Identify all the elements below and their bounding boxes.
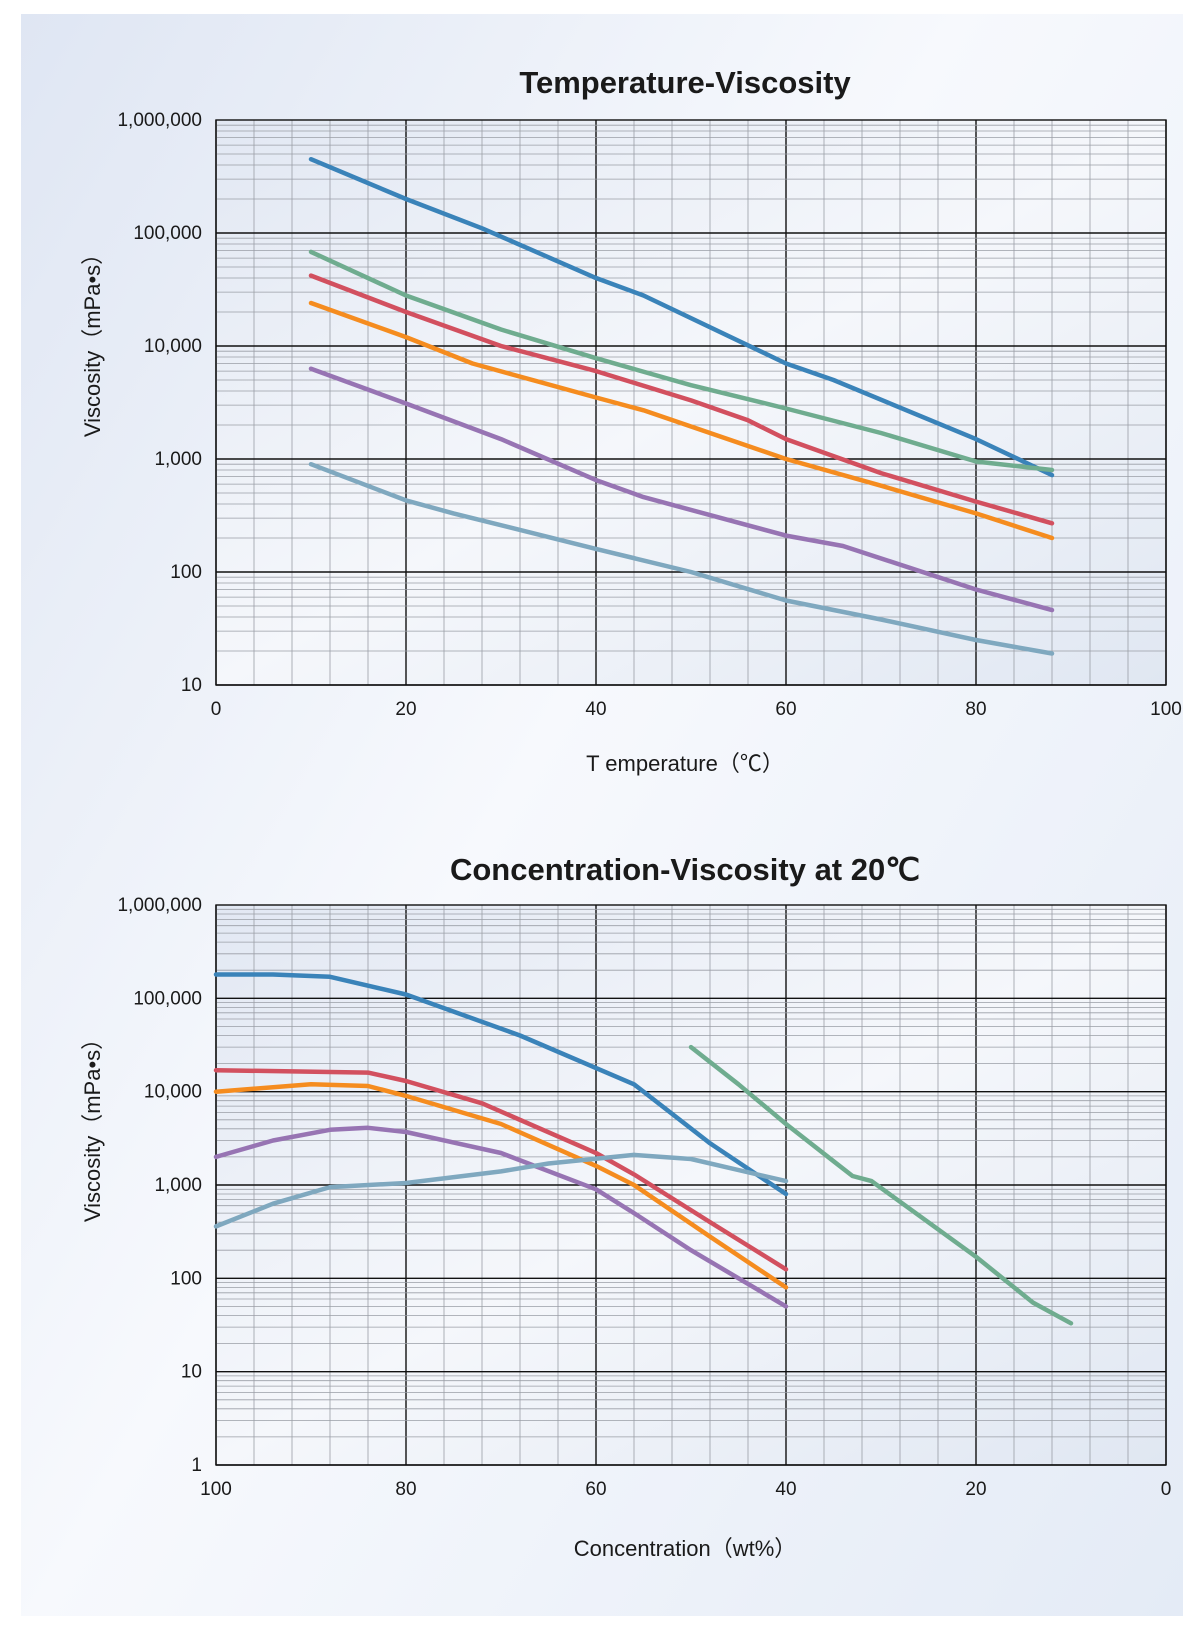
x-tick-label: 100 xyxy=(200,1479,232,1500)
y-tick-label: 10 xyxy=(181,1362,202,1383)
x-tick-labels: 100 80 60 40 20 0 xyxy=(200,1479,1171,1500)
x-tick-label: 20 xyxy=(965,1479,986,1500)
y-tick-label: 10,000 xyxy=(144,1082,202,1103)
y-tick-label: 1 xyxy=(191,1455,202,1476)
plot-frame xyxy=(215,904,1167,1466)
series-line-lightblue xyxy=(213,1152,789,1229)
chart-title: Concentration-Viscosity at 20℃ xyxy=(450,852,920,887)
x-tick-label: 80 xyxy=(965,699,986,720)
x-tick-label: 80 xyxy=(395,1479,416,1500)
series-group xyxy=(213,972,1074,1326)
series-line-orange xyxy=(213,1082,789,1290)
series-line-orange xyxy=(308,300,1055,541)
x-axis-label: T emperature（℃） xyxy=(586,751,784,776)
x-tick-label: 60 xyxy=(585,1479,606,1500)
x-tick-label: 100 xyxy=(1150,699,1182,720)
series-line-blue xyxy=(213,972,789,1197)
series-line-green xyxy=(688,1044,1074,1326)
y-tick-label: 1,000 xyxy=(154,449,202,470)
series-line-green xyxy=(308,249,1055,473)
y-tick-label: 10 xyxy=(181,675,202,696)
x-tick-label: 60 xyxy=(775,699,796,720)
series-line-lightblue xyxy=(308,461,1055,656)
series-group xyxy=(308,156,1055,656)
y-axis-label: Viscosity（mPa•s） xyxy=(80,1028,105,1222)
x-tick-label: 40 xyxy=(585,699,606,720)
x-tick-label: 40 xyxy=(775,1479,796,1500)
x-tick-label: 0 xyxy=(211,699,222,720)
x-tick-label: 20 xyxy=(395,699,416,720)
y-tick-label: 100,000 xyxy=(133,988,202,1009)
y-tick-labels: 10 100 1,000 10,000 100,000 1,000,000 xyxy=(117,110,202,696)
series-line-red xyxy=(308,273,1055,526)
y-tick-label: 1,000,000 xyxy=(117,895,202,916)
y-tick-label: 100 xyxy=(170,1268,202,1289)
x-axis-label: Concentration（wt%） xyxy=(574,1536,797,1561)
y-tick-label: 1,000 xyxy=(154,1175,202,1196)
y-tick-label: 100,000 xyxy=(133,223,202,244)
y-tick-label: 1,000,000 xyxy=(117,110,202,131)
series-line-red xyxy=(213,1067,789,1272)
series-line-purple xyxy=(308,366,1055,613)
x-tick-labels: 0 20 40 60 80 100 xyxy=(211,699,1182,720)
y-tick-label: 10,000 xyxy=(144,336,202,357)
series-line-blue xyxy=(308,156,1055,478)
x-tick-label: 0 xyxy=(1161,1479,1172,1500)
plot-frame xyxy=(215,119,1167,686)
series-line-purple xyxy=(213,1125,789,1309)
chart-title: Temperature-Viscosity xyxy=(519,65,851,100)
y-tick-label: 100 xyxy=(170,562,202,583)
concentration-viscosity-chart: Concentration-Viscosity at 20℃ Concentra… xyxy=(80,852,1171,1561)
y-axis-label: Viscosity（mPa•s） xyxy=(80,243,105,437)
temperature-viscosity-chart: Temperature-Viscosity T emperature（℃） Vi… xyxy=(80,65,1182,776)
y-tick-labels: 1 10 100 1,000 10,000 100,000 1,000,000 xyxy=(117,895,202,1476)
